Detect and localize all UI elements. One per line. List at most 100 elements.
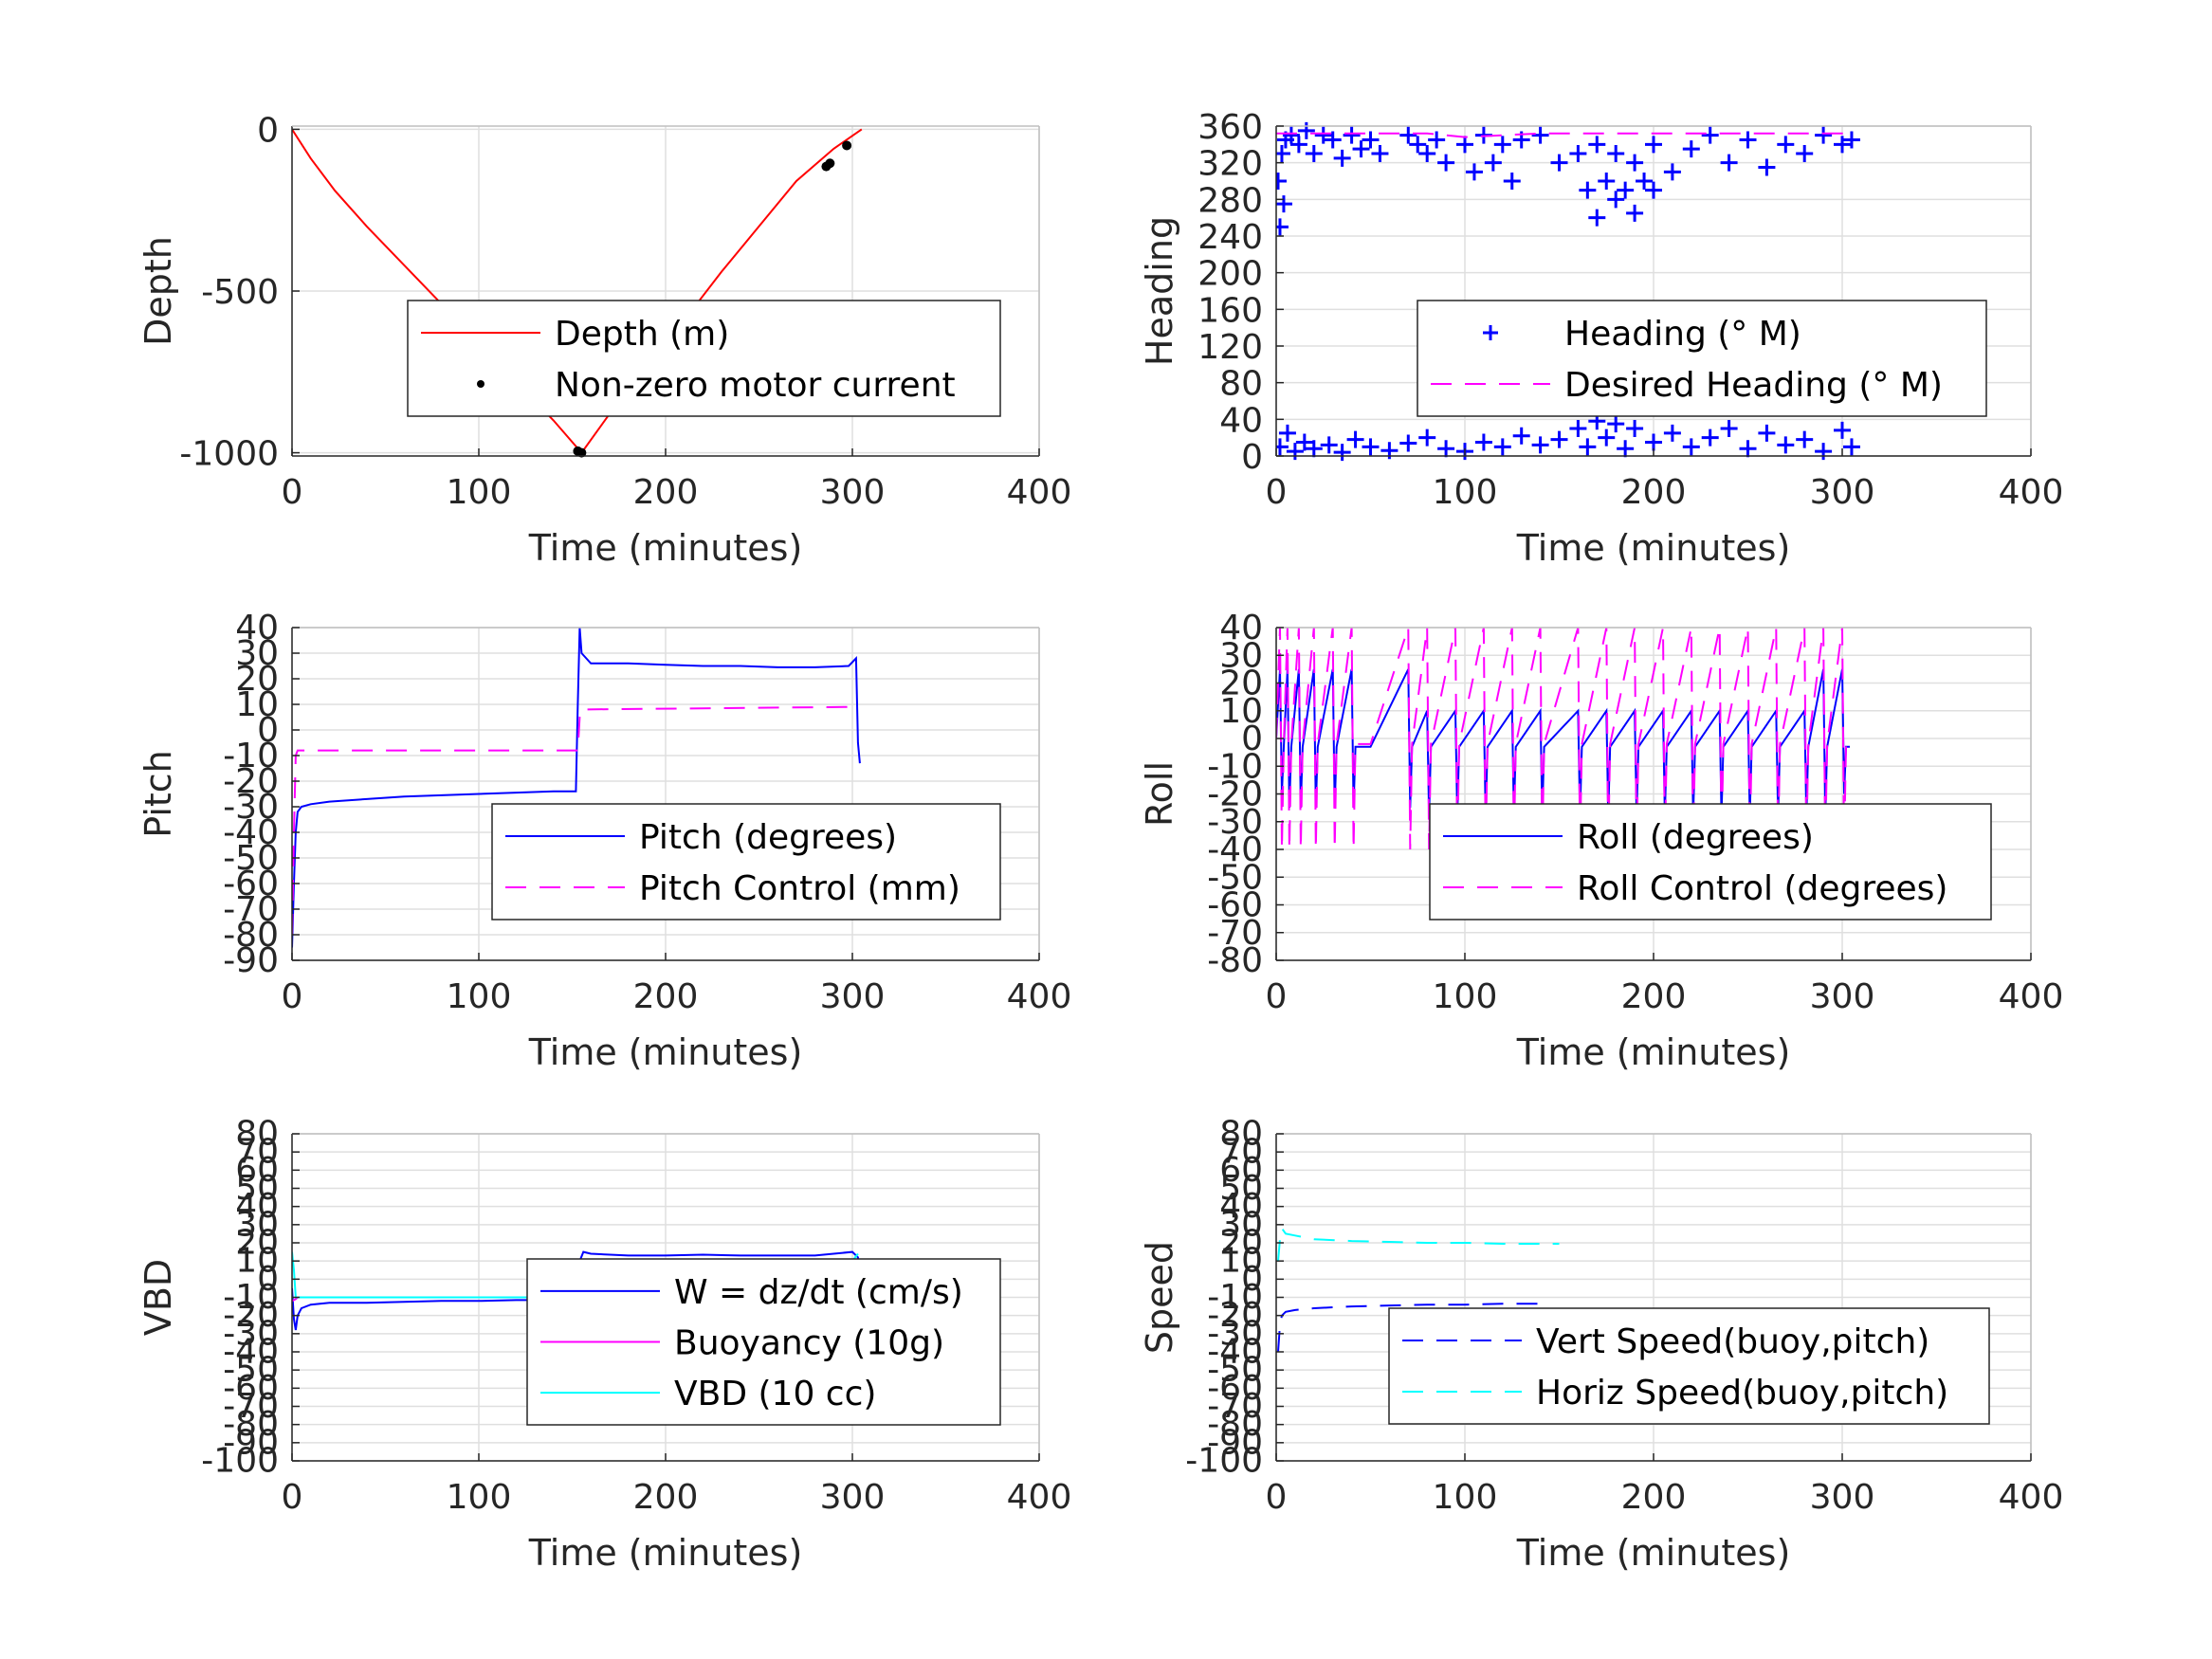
data-point xyxy=(1645,181,1662,199)
data-point xyxy=(1815,443,1833,461)
data-point xyxy=(1739,131,1757,149)
data-point xyxy=(1607,191,1625,209)
legend-box xyxy=(1417,300,1987,417)
x-axis-label: Time (minutes) xyxy=(1516,527,1791,569)
y-axis-label: Roll xyxy=(1139,761,1180,827)
y-tick-label: -70 xyxy=(223,1387,279,1426)
y-tick-label: -1000 xyxy=(179,435,279,474)
y-tick-label: -90 xyxy=(223,1423,279,1462)
y-tick-label: -10 xyxy=(1207,1278,1263,1317)
y-axis-label: Speed xyxy=(1139,1241,1180,1354)
data-point xyxy=(1598,173,1616,190)
y-tick-label: 20 xyxy=(1219,665,1263,703)
y-tick-label: 10 xyxy=(235,685,279,724)
x-axis-label: Time (minutes) xyxy=(1516,1031,1791,1073)
data-point xyxy=(1512,427,1530,445)
x-tick-label: 0 xyxy=(282,473,303,512)
x-tick-label: 0 xyxy=(1266,473,1288,512)
x-tick-label: 300 xyxy=(820,977,886,1016)
y-tick-label: 10 xyxy=(1219,692,1263,731)
y-tick-label: 80 xyxy=(235,1115,279,1154)
y-tick-label: -60 xyxy=(223,1369,279,1408)
y-tick-label: 60 xyxy=(1219,1151,1263,1190)
x-tick-label: 400 xyxy=(1007,473,1072,512)
y-tick-label: -70 xyxy=(1207,1387,1263,1426)
data-point xyxy=(1465,163,1483,181)
data-point xyxy=(842,140,852,151)
x-tick-label: 300 xyxy=(1810,977,1875,1016)
y-tick-label: -80 xyxy=(223,1405,279,1444)
x-tick-label: 0 xyxy=(282,977,303,1016)
data-point xyxy=(1720,154,1738,172)
data-point xyxy=(1842,131,1860,149)
data-point xyxy=(1371,145,1389,162)
series-group xyxy=(292,128,863,458)
y-tick-label: 0 xyxy=(1241,1260,1263,1299)
data-point xyxy=(1720,420,1738,437)
data-point xyxy=(1834,421,1851,439)
data-point xyxy=(1346,430,1364,448)
legend-label: Pitch (degrees) xyxy=(639,818,897,857)
y-tick-label: -50 xyxy=(1207,858,1263,897)
data-point xyxy=(1276,438,1289,456)
data-point xyxy=(1456,136,1473,154)
x-axis-label: Time (minutes) xyxy=(528,527,803,569)
y-tick-label: 40 xyxy=(1219,609,1263,647)
data-point xyxy=(1276,195,1292,213)
data-point xyxy=(1474,433,1492,451)
data-point xyxy=(825,158,835,169)
x-axis-label: Time (minutes) xyxy=(528,1031,803,1073)
y-tick-label: -50 xyxy=(223,839,279,878)
data-point xyxy=(1663,163,1681,181)
y-tick-label: -60 xyxy=(223,865,279,903)
y-tick-label: -30 xyxy=(223,788,279,827)
y-tick-label: 0 xyxy=(1241,438,1263,477)
legend-label: Non-zero motor current xyxy=(555,366,956,405)
data-point xyxy=(1282,126,1300,144)
data-point xyxy=(1484,154,1502,172)
series-group xyxy=(1276,627,1850,850)
data-point xyxy=(1663,424,1681,442)
y-axis-label: Depth xyxy=(137,236,179,346)
data-point xyxy=(1305,440,1323,458)
data-point xyxy=(1320,436,1338,454)
chart-depth: 0 100 200 300 400 0 -500 -1000 Time (minutes) Dep… xyxy=(137,111,1071,569)
x-tick-label: 100 xyxy=(447,473,512,512)
series-group xyxy=(1276,121,1860,462)
y-tick-label: 320 xyxy=(1197,145,1263,184)
y-tick-label: -60 xyxy=(1207,886,1263,925)
data-point xyxy=(1531,126,1549,144)
legend-label: Pitch Control (mm) xyxy=(639,869,960,908)
y-tick-label: 360 xyxy=(1197,108,1263,147)
x-tick-label: 400 xyxy=(1999,1478,2064,1517)
data-point xyxy=(1324,131,1342,149)
legend-label: Horiz Speed(buoy,pitch) xyxy=(1536,1374,1948,1413)
data-point xyxy=(1343,126,1361,144)
data-point xyxy=(1701,428,1719,447)
y-tick-label: 80 xyxy=(1219,1115,1263,1154)
data-point xyxy=(1617,440,1635,458)
y-tick-label: 50 xyxy=(235,1169,279,1208)
data-point xyxy=(1286,443,1304,461)
y-tick-label: 0 xyxy=(257,111,279,150)
legend-label: Buoyancy (10g) xyxy=(674,1324,944,1363)
data-point xyxy=(1503,173,1521,190)
y-tick-label: 70 xyxy=(1219,1133,1263,1172)
x-tick-label: 200 xyxy=(1621,977,1687,1016)
y-tick-label: -40 xyxy=(1207,1333,1263,1372)
data-point xyxy=(1493,136,1511,154)
legend-box xyxy=(1429,803,1992,921)
y-tick-label: -80 xyxy=(1207,941,1263,980)
series-heading-1-line xyxy=(1276,132,1852,138)
data-point xyxy=(1588,136,1606,154)
y-tick-label: -30 xyxy=(1207,1314,1263,1353)
data-point xyxy=(1362,131,1380,149)
y-tick-label: 50 xyxy=(1219,1169,1263,1208)
y-tick-label: -40 xyxy=(223,1333,279,1372)
legend-label: Roll Control (degrees) xyxy=(1577,869,1947,908)
y-tick-label: 0 xyxy=(257,711,279,750)
y-tick-label: 30 xyxy=(235,634,279,673)
x-tick-label: 100 xyxy=(1433,977,1498,1016)
data-point xyxy=(1493,438,1511,456)
